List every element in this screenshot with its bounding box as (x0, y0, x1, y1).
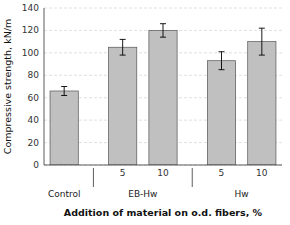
chart: 0 20 40 60 80 100 120 140 5 10 5 10 Control EB-Hw Hw Ad… (0, 0, 290, 225)
x-tick-label: 5 (120, 168, 126, 178)
group-separator (93, 168, 94, 187)
error-bar (160, 24, 166, 37)
x-axis-label: Addition of material on o.d. fibers, % (64, 207, 263, 218)
y-tick-label: 60 (28, 93, 40, 103)
group-label: Control (48, 189, 81, 199)
y-tick-label: 100 (22, 48, 39, 58)
group-label: EB-Hw (128, 189, 157, 199)
x-axis (44, 165, 282, 166)
error-bar (218, 52, 224, 70)
group-separator (192, 168, 193, 187)
grid-line (44, 8, 282, 9)
error-bar (120, 39, 126, 55)
y-tick-label: 80 (28, 70, 40, 80)
error-bar (61, 87, 67, 96)
bar (248, 42, 276, 165)
y-tick-label: 40 (28, 115, 40, 125)
y-axis (44, 8, 45, 165)
bar (207, 61, 235, 165)
x-tick-label: 5 (219, 168, 225, 178)
y-tick-label: 0 (33, 160, 39, 170)
grid-line (44, 165, 282, 166)
x-tick-label: 10 (256, 168, 268, 178)
error-bar (259, 28, 265, 55)
y-tick-label: 20 (28, 138, 40, 148)
x-tick-label: 10 (157, 168, 169, 178)
bar (50, 91, 78, 165)
group-label: Hw (235, 189, 249, 199)
bar (109, 47, 137, 165)
bar (149, 30, 177, 165)
y-tick-label: 120 (22, 25, 39, 35)
bars (50, 24, 276, 165)
y-axis-label: Compressive strength, kN/m (2, 19, 13, 154)
y-tick-label: 140 (22, 3, 39, 13)
